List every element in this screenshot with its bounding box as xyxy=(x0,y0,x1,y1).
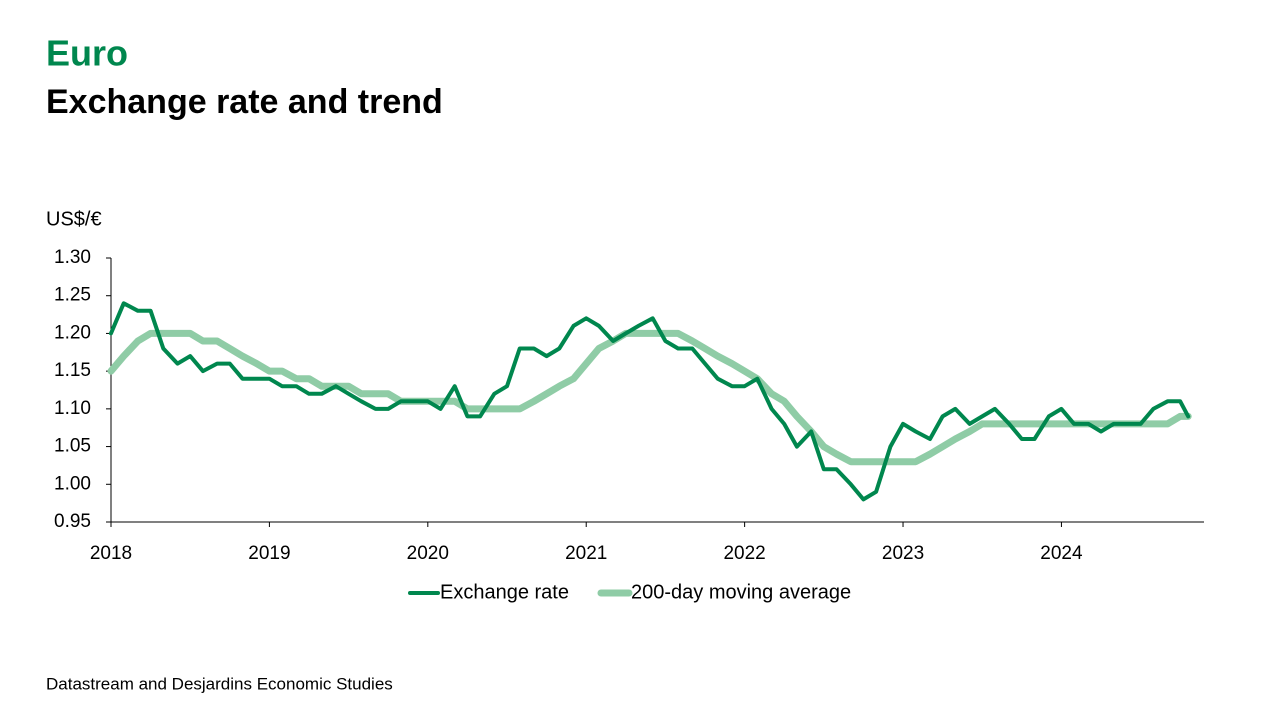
x-tick-label: 2024 xyxy=(1040,543,1083,564)
y-tick-label: 1.25 xyxy=(54,285,91,306)
x-tick-label: 2022 xyxy=(723,543,765,564)
x-tick-label: 2019 xyxy=(248,543,290,564)
y-tick-label: 1.10 xyxy=(54,398,91,419)
y-axis-label: US$/€ xyxy=(46,208,102,230)
series-line xyxy=(107,329,1192,466)
y-tick-label: 1.20 xyxy=(54,322,91,343)
legend-label: 200-day moving average xyxy=(631,581,851,603)
y-tick-label: 0.95 xyxy=(54,511,91,532)
x-tick-label: 2018 xyxy=(90,543,132,564)
y-tick-label: 1.05 xyxy=(54,436,91,457)
y-tick-label: 1.15 xyxy=(54,360,91,381)
x-tick-label: 2020 xyxy=(407,543,449,564)
x-tick-label: 2021 xyxy=(565,543,607,564)
y-tick-label: 1.30 xyxy=(54,247,91,268)
source: Datastream and Desjardins Economic Studi… xyxy=(46,674,393,693)
x-tick-label: 2023 xyxy=(882,543,924,564)
y-tick-label: 1.00 xyxy=(54,473,91,494)
legend-label: Exchange rate xyxy=(440,581,569,603)
chart-title: Euro xyxy=(46,33,128,74)
series-line xyxy=(109,301,1191,502)
chart-subtitle: Exchange rate and trend xyxy=(46,83,443,121)
